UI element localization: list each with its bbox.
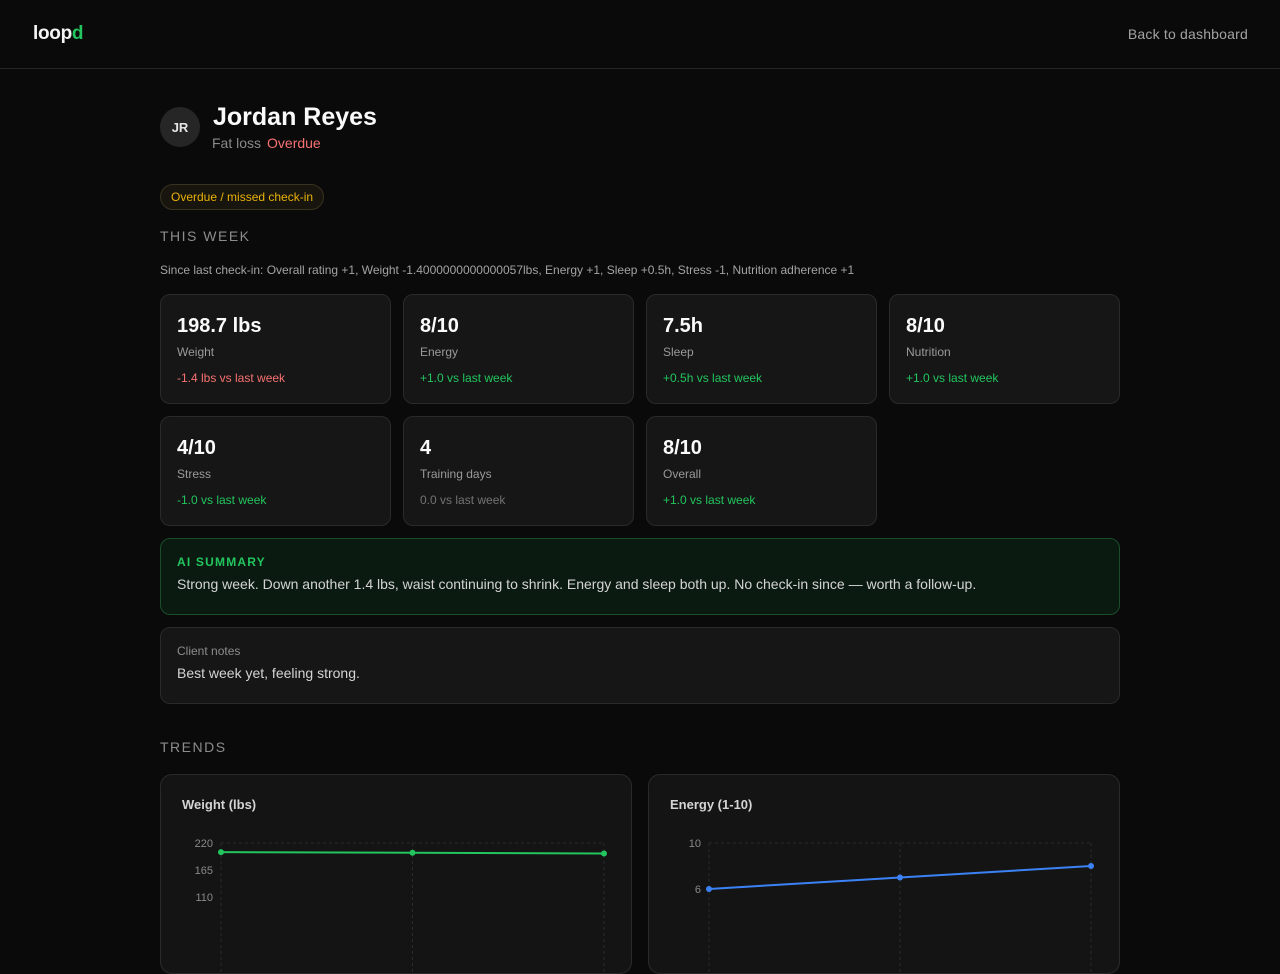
logo-accent: d — [71, 23, 84, 44]
y-tick-label: 165 — [195, 865, 213, 877]
chart-title: Energy (1-10) — [670, 797, 753, 812]
stat-card-sleep: 7.5h Sleep +0.5h vs last week — [646, 294, 877, 404]
trends-heading: TRENDS — [160, 739, 227, 755]
client-notes-card: Client notes Best week yet, feeling stro… — [160, 627, 1120, 704]
y-tick-label: 110 — [195, 892, 213, 904]
data-point — [706, 886, 712, 892]
ai-summary-text: Strong week. Down another 1.4 lbs, waist… — [177, 576, 977, 592]
y-tick-label: 220 — [195, 838, 213, 850]
stat-value: 4/10 — [177, 437, 216, 459]
stat-label: Energy — [420, 345, 459, 359]
stat-delta: +0.5h vs last week — [663, 371, 763, 385]
data-point — [897, 874, 903, 881]
logo-text: loop — [33, 23, 72, 44]
top-bar: loop d Back to dashboard — [0, 0, 1280, 69]
chart-title: Weight (lbs) — [182, 797, 257, 812]
stat-delta: 0.0 vs last week — [420, 493, 506, 507]
stat-label: Nutrition — [906, 345, 951, 359]
stat-card-energy: 8/10 Energy +1.0 vs last week — [403, 294, 634, 404]
data-point — [409, 849, 416, 856]
y-tick-label: 6 — [695, 884, 701, 896]
energy-chart: 10 6 — [689, 838, 1094, 973]
app-logo[interactable]: loop d — [33, 23, 84, 45]
main-content: JR Jordan Reyes Fat loss Overdue Overdue … — [160, 69, 1120, 974]
stat-card-training-days: 4 Training days 0.0 vs last week — [403, 416, 634, 526]
client-goal: Fat loss — [212, 135, 262, 151]
data-point — [601, 850, 607, 857]
stat-value: 8/10 — [420, 315, 459, 337]
stat-value: 8/10 — [663, 437, 702, 459]
avatar: JR — [160, 107, 200, 147]
this-week-heading: THIS WEEK — [160, 228, 251, 244]
energy-chart-card: Energy (1-10) 10 6 — [648, 774, 1120, 974]
stat-value: 4 — [420, 437, 432, 459]
status-badge: Overdue / missed check-in — [160, 184, 325, 210]
stat-label: Stress — [177, 467, 212, 481]
weight-chart: 220 165 110 — [195, 838, 607, 973]
stat-value: 8/10 — [906, 315, 945, 337]
stat-delta: -1.4 lbs vs last week — [177, 371, 286, 385]
client-notes-text: Best week yet, feeling strong. — [177, 665, 360, 681]
stat-label: Overall — [663, 467, 702, 481]
weight-chart-card: Weight (lbs) 220 165 110 — [160, 774, 632, 974]
client-meta: Fat loss Overdue — [212, 135, 377, 151]
stat-delta: +1.0 vs last week — [420, 371, 513, 385]
stat-card-weight: 198.7 lbs Weight -1.4 lbs vs last week — [160, 294, 391, 404]
client-name: Jordan Reyes — [213, 103, 377, 131]
ai-summary-card: AI SUMMARY Strong week. Down another 1.4… — [160, 538, 1120, 615]
client-info: Jordan Reyes Fat loss Overdue — [212, 102, 377, 151]
since-last-checkin: Since last check-in: Overall rating +1, … — [160, 263, 855, 277]
stat-delta: +1.0 vs last week — [663, 493, 756, 507]
stat-card-nutrition: 8/10 Nutrition +1.0 vs last week — [889, 294, 1120, 404]
data-point — [218, 849, 224, 856]
data-point — [1088, 863, 1094, 869]
client-header: JR Jordan Reyes Fat loss Overdue — [160, 102, 1120, 151]
stats-grid: 198.7 lbs Weight -1.4 lbs vs last week 8… — [160, 294, 1120, 526]
y-tick-label: 10 — [689, 838, 701, 850]
ai-summary-title: AI SUMMARY — [177, 555, 266, 569]
stat-value: 7.5h — [663, 315, 704, 337]
client-notes-label: Client notes — [177, 644, 241, 658]
stat-delta: +1.0 vs last week — [906, 371, 999, 385]
stat-delta: -1.0 vs last week — [177, 493, 267, 507]
stat-card-stress: 4/10 Stress -1.0 vs last week — [160, 416, 391, 526]
charts-row: Weight (lbs) 220 165 110 Energy (1-10) 10 6 — [160, 774, 1120, 974]
back-to-dashboard-link[interactable]: Back to dashboard — [1127, 26, 1248, 42]
stat-label: Weight — [177, 345, 215, 359]
stat-label: Sleep — [663, 345, 694, 359]
stat-card-overall: 8/10 Overall +1.0 vs last week — [646, 416, 877, 526]
stat-label: Training days — [420, 467, 492, 481]
stat-value: 198.7 lbs — [177, 315, 262, 337]
client-status: Overdue — [267, 135, 321, 151]
